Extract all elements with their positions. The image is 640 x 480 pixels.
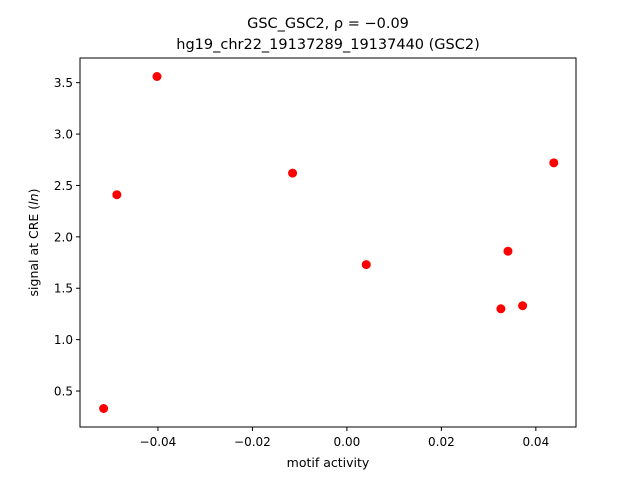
x-tick-label: 0.04 <box>522 435 549 449</box>
y-tick-label: 3.0 <box>54 128 73 142</box>
chart-title-line1: GSC_GSC2, ρ = −0.09 <box>247 16 409 32</box>
chart-title-line2: hg19_chr22_19137289_19137440 (GSC2) <box>176 37 480 53</box>
y-tick-label: 1.0 <box>54 333 73 347</box>
data-point <box>112 190 122 200</box>
y-axis-label-unit: ln <box>26 193 41 204</box>
x-axis-label: motif activity <box>287 455 370 470</box>
y-axis-label: signal at CRE (ln) <box>26 189 41 297</box>
y-axis-label-suffix: ) <box>26 189 41 194</box>
x-tick-label: 0.02 <box>428 435 455 449</box>
y-axis-ticks: 0.5 1.0 1.5 2.0 2.5 3.0 3.5 <box>54 76 80 399</box>
data-point <box>99 403 109 413</box>
data-point <box>549 158 559 168</box>
data-point <box>288 168 298 178</box>
y-tick-label: 3.5 <box>54 76 73 90</box>
x-tick-label: −0.02 <box>234 435 271 449</box>
x-tick-label: 0.00 <box>334 435 361 449</box>
y-tick-label: 2.0 <box>54 230 73 244</box>
y-tick-label: 0.5 <box>54 385 73 399</box>
data-points <box>99 72 559 413</box>
y-tick-label: 1.5 <box>54 282 73 296</box>
x-tick-label: −0.04 <box>140 435 177 449</box>
data-point <box>518 301 528 311</box>
x-axis-ticks: −0.04 −0.02 0.00 0.02 0.04 <box>140 427 549 449</box>
data-point <box>152 72 162 82</box>
y-tick-label: 2.5 <box>54 179 73 193</box>
data-point <box>361 260 371 270</box>
data-point <box>503 246 513 256</box>
y-axis-label-prefix: signal at CRE ( <box>26 205 41 297</box>
plot-frame <box>79 57 577 428</box>
data-point <box>496 304 506 314</box>
